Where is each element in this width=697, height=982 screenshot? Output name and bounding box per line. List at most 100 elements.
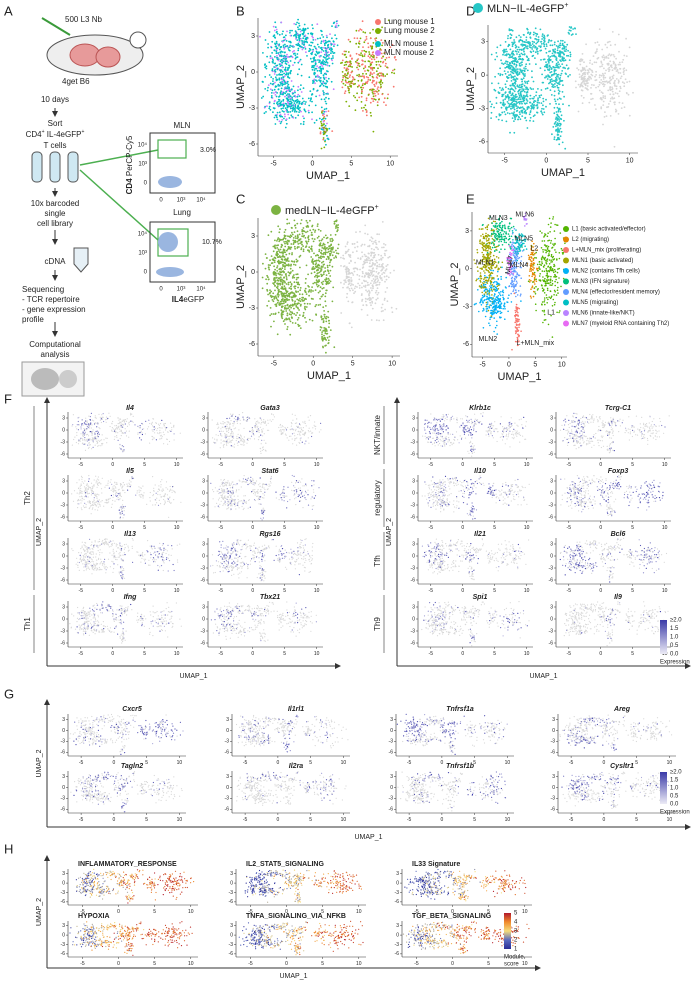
legend-label: Lung mouse 2 bbox=[384, 26, 435, 35]
umap-plot bbox=[416, 475, 533, 523]
row-label: Tfh bbox=[373, 555, 382, 567]
text-part: CD4 bbox=[125, 178, 134, 195]
y-tick-label: 3 bbox=[412, 415, 415, 421]
module-label: IL33 Signature bbox=[412, 861, 460, 868]
y-tick-label: 3 bbox=[412, 604, 415, 610]
colorbar-label: 0.0 bbox=[670, 802, 679, 808]
y-tick-label: -3 bbox=[61, 739, 66, 745]
panel-label: E bbox=[466, 191, 475, 206]
x-tick-label: 0 bbox=[276, 817, 279, 823]
x-tick-label: 0 bbox=[111, 588, 114, 594]
x-tick-label: -5 bbox=[407, 817, 412, 823]
x-axis-label: UMAP_1 bbox=[279, 973, 307, 980]
x-tick-label: -5 bbox=[567, 651, 572, 657]
y-tick-label: 3 bbox=[552, 774, 555, 780]
umap-plot bbox=[66, 538, 183, 586]
umap-plot bbox=[486, 25, 638, 155]
umap-plot bbox=[554, 475, 671, 523]
y-tick-label: -6 bbox=[249, 341, 255, 348]
point-cloud bbox=[560, 475, 663, 516]
x-tick-label: 10 bbox=[174, 651, 180, 657]
x-tick-label: -5 bbox=[219, 525, 224, 531]
x-tick-label: 5 bbox=[351, 361, 355, 368]
cluster-label: L+MLN_mix bbox=[517, 340, 555, 347]
legend-label: L+MLN_mix (proliferating) bbox=[572, 248, 641, 254]
y-tick-label: -6 bbox=[389, 807, 394, 813]
cluster-label: MLN2 bbox=[478, 336, 497, 343]
x-tick-label: -5 bbox=[79, 588, 84, 594]
y-tick-label: 3 bbox=[550, 604, 553, 610]
x-tick-label: 0 bbox=[117, 909, 120, 915]
x-tick-label: 0 bbox=[112, 817, 115, 823]
point-cloud bbox=[245, 870, 363, 904]
text-part: PerCP-Cy5 bbox=[125, 135, 134, 178]
y-tick-label: -3 bbox=[479, 105, 485, 112]
y-tick-label: 3 bbox=[226, 774, 229, 780]
umap-plot bbox=[416, 412, 533, 460]
y-tick-label: 3 bbox=[481, 39, 485, 46]
y-tick-label: 3 bbox=[550, 541, 553, 547]
y-tick-label: -3 bbox=[551, 796, 556, 802]
module-label: INFLAMMATORY_RESPONSE bbox=[78, 861, 177, 868]
x-tick-label: 10 bbox=[522, 909, 528, 915]
legend-label: MLN7 (myeloid RNA containing Th2) bbox=[572, 321, 669, 327]
x-tick-label: 10 bbox=[626, 158, 634, 165]
x-tick-label: 0 bbox=[544, 158, 548, 165]
x-tick-label: 5 bbox=[153, 909, 156, 915]
x-tick-label: -5 bbox=[79, 462, 84, 468]
step-label: profile bbox=[22, 315, 44, 324]
legend-label: MLN mouse 1 bbox=[384, 39, 434, 48]
y-tick-label: -6 bbox=[479, 139, 485, 146]
point-cloud bbox=[489, 26, 634, 150]
y-tick-label: 3 bbox=[202, 541, 205, 547]
x-tick-label: 10 bbox=[356, 909, 362, 915]
x-tick-label: 0 bbox=[461, 525, 464, 531]
x-tick-label: 10 bbox=[356, 961, 362, 967]
x-tick-label: 0 bbox=[111, 525, 114, 531]
legend-marker bbox=[375, 41, 381, 47]
y-tick-label: 0 bbox=[62, 728, 65, 734]
step-label: single bbox=[45, 209, 66, 218]
y-axis-label: UMAP_2 bbox=[386, 518, 393, 546]
panel-label: C bbox=[236, 191, 245, 206]
point-cloud bbox=[70, 771, 182, 812]
y-axis-label: UMAP_2 bbox=[449, 262, 461, 306]
gene-label: Il5 bbox=[126, 468, 134, 475]
umap-plot bbox=[230, 714, 350, 758]
step-label: cDNA bbox=[45, 257, 67, 266]
cluster-label: MLN6 bbox=[515, 211, 534, 218]
x-tick-label: 5 bbox=[143, 462, 146, 468]
y-tick-label: 3 bbox=[251, 33, 255, 40]
x-tick-label: 0 bbox=[461, 588, 464, 594]
text-part: MLN−IL-4eGFP bbox=[487, 3, 564, 15]
text-part: eGFP bbox=[183, 295, 204, 304]
legend-marker bbox=[271, 205, 281, 215]
x-tick-label: 0 bbox=[251, 525, 254, 531]
x-tick-label: -5 bbox=[569, 817, 574, 823]
x-tick-label: 5 bbox=[143, 588, 146, 594]
step-label: analysis bbox=[41, 350, 70, 359]
legend-marker bbox=[563, 268, 569, 274]
x-axis-label: UMAP_1 bbox=[497, 371, 541, 383]
x-tick-label: 5 bbox=[493, 651, 496, 657]
x-tick-label: 10 bbox=[522, 961, 528, 967]
y-tick-label: -6 bbox=[201, 577, 206, 583]
legend-label: Lung mouse 1 bbox=[384, 17, 435, 26]
legend-label: L1 (basic activated/effector) bbox=[572, 227, 646, 233]
y-tick-label: -6 bbox=[61, 577, 66, 583]
y-tick-label: -6 bbox=[201, 451, 206, 457]
y-tick-label: -3 bbox=[61, 502, 66, 508]
y-tick-label: -6 bbox=[549, 514, 554, 520]
point-cloud bbox=[239, 921, 364, 956]
row-label: regulatory bbox=[373, 480, 382, 516]
umap-plot bbox=[394, 771, 514, 815]
y-tick-label: -6 bbox=[201, 640, 206, 646]
y-tick-label: -3 bbox=[389, 739, 394, 745]
y-tick-label: -3 bbox=[549, 628, 554, 634]
y-tick-label: 3 bbox=[62, 541, 65, 547]
x-tick-label: 0 bbox=[461, 651, 464, 657]
cluster-label: MLN5 bbox=[514, 235, 533, 242]
y-axis-label: UMAP_2 bbox=[36, 518, 43, 546]
x-tick-label: 10 bbox=[667, 817, 673, 823]
step-label: 10x barcoded bbox=[31, 199, 79, 208]
